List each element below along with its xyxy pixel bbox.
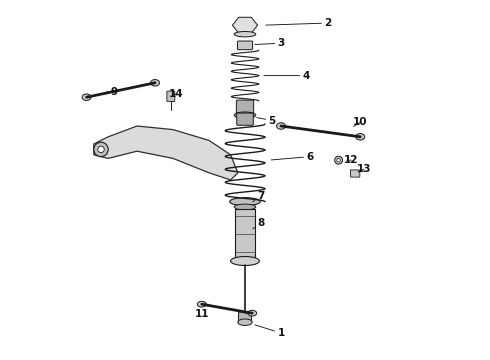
Text: 3: 3 — [255, 38, 285, 48]
Ellipse shape — [276, 123, 286, 129]
Text: 7: 7 — [253, 191, 265, 202]
Text: 8: 8 — [253, 218, 265, 229]
Text: 12: 12 — [344, 155, 359, 165]
Ellipse shape — [335, 156, 343, 164]
Text: 6: 6 — [271, 152, 314, 162]
Text: 2: 2 — [266, 18, 331, 28]
FancyBboxPatch shape — [350, 170, 360, 177]
Ellipse shape — [94, 142, 108, 157]
Ellipse shape — [234, 32, 256, 37]
Text: 1: 1 — [255, 325, 285, 338]
FancyBboxPatch shape — [238, 41, 252, 50]
Ellipse shape — [82, 94, 91, 100]
FancyBboxPatch shape — [236, 100, 254, 116]
Text: 10: 10 — [353, 117, 368, 127]
Ellipse shape — [248, 310, 257, 316]
Text: 4: 4 — [264, 71, 310, 81]
Text: 13: 13 — [357, 164, 371, 174]
Text: 5: 5 — [257, 116, 275, 126]
Ellipse shape — [234, 112, 256, 118]
Ellipse shape — [150, 80, 160, 86]
Ellipse shape — [234, 204, 256, 210]
Ellipse shape — [230, 198, 260, 206]
Text: 14: 14 — [169, 89, 184, 99]
Ellipse shape — [197, 301, 206, 307]
Ellipse shape — [98, 146, 104, 153]
FancyBboxPatch shape — [167, 91, 175, 102]
Polygon shape — [232, 17, 258, 33]
Ellipse shape — [356, 134, 365, 140]
Ellipse shape — [231, 256, 259, 266]
FancyBboxPatch shape — [239, 312, 251, 323]
FancyBboxPatch shape — [237, 113, 253, 125]
Text: 11: 11 — [195, 304, 209, 319]
FancyBboxPatch shape — [235, 209, 255, 259]
Polygon shape — [94, 126, 238, 180]
Ellipse shape — [238, 319, 252, 325]
Ellipse shape — [337, 158, 341, 162]
Text: 9: 9 — [106, 87, 117, 97]
